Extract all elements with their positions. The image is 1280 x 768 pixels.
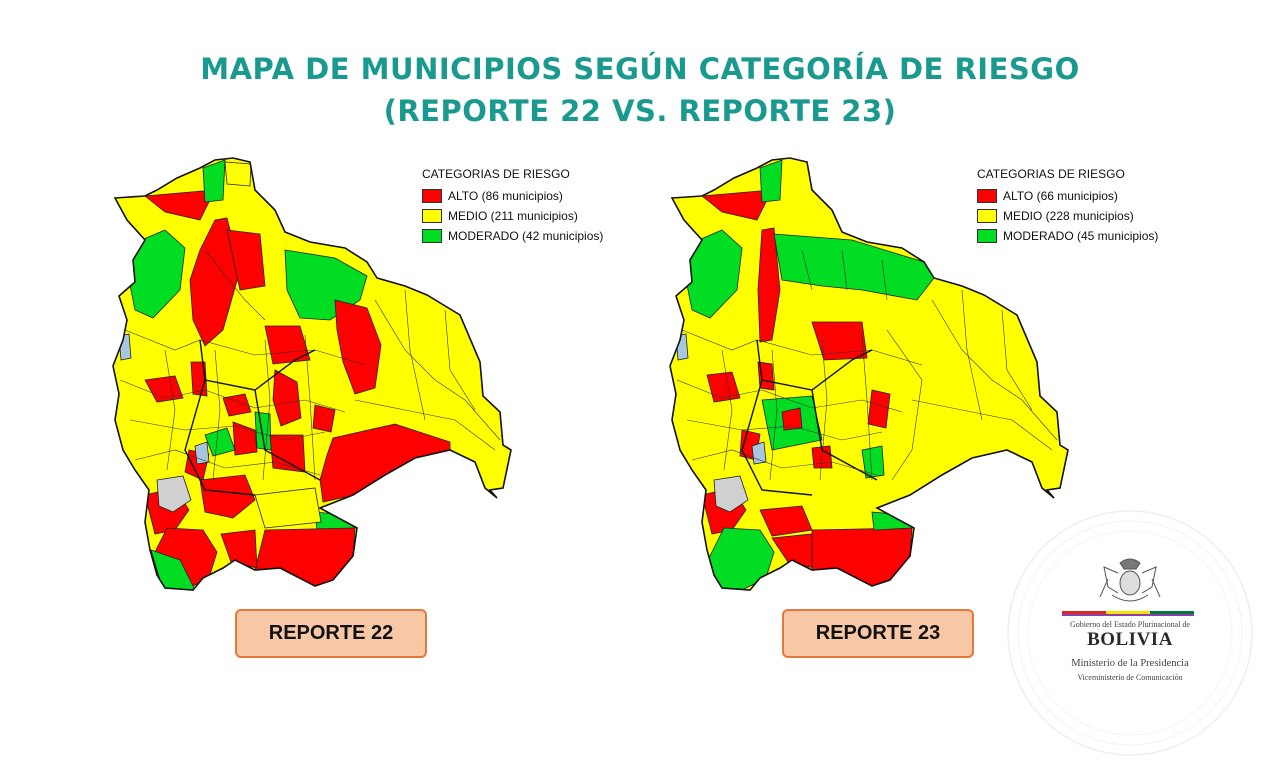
legend-swatch-moderado [977, 229, 997, 243]
branding-country: BOLIVIA [1087, 629, 1173, 650]
legend-heading: CATEGORIAS DE RIESGO [422, 167, 570, 181]
branding-line-1: Gobierno del Estado Plurinacional de [1070, 620, 1190, 629]
page-title-line-1: MAPA DE MUNICIPIOS SEGÚN CATEGORÍA DE RI… [200, 52, 1080, 86]
legend-item-moderado: MODERADO (42 municipios) [422, 226, 603, 246]
legend-swatch-medio [422, 209, 442, 223]
government-seal [1007, 510, 1253, 756]
legend-label-moderado: MODERADO (45 municipios) [1003, 229, 1159, 243]
legend-item-moderado: MODERADO (45 municipios) [977, 226, 1158, 246]
legend-item-medio: MEDIO (211 municipios) [422, 206, 603, 226]
branding-ministry: Ministerio de la Presidencia [1071, 658, 1189, 669]
legend-reporte-22: CATEGORIAS DE RIESGO ALTO (86 municipios… [422, 167, 603, 246]
risk-map-reporte-23 [669, 157, 1069, 591]
legend-item-alto: ALTO (66 municipios) [977, 186, 1158, 206]
legend-swatch-moderado [422, 229, 442, 243]
risk-map-reporte-22 [112, 157, 512, 591]
legend-label-medio: MEDIO (211 municipios) [448, 209, 578, 223]
flag-stripe [1062, 611, 1194, 616]
legend-swatch-alto [977, 189, 997, 203]
legend-reporte-23: CATEGORIAS DE RIESGO ALTO (66 municipios… [977, 167, 1158, 246]
legend-item-alto: ALTO (86 municipios) [422, 186, 603, 206]
legend-label-medio: MEDIO (228 municipios) [1003, 209, 1134, 223]
legend-swatch-medio [977, 209, 997, 223]
legend-swatch-alto [422, 189, 442, 203]
legend-label-alto: ALTO (66 municipios) [1003, 189, 1118, 203]
coat-of-arms-icon [1099, 558, 1161, 602]
legend-label-moderado: MODERADO (42 municipios) [448, 229, 604, 243]
page-title-line-2: (REPORTE 22 VS. REPORTE 23) [383, 94, 897, 128]
branding-viceministry: Viceministerio de Comunicación [1077, 673, 1183, 682]
legend-item-medio: MEDIO (228 municipios) [977, 206, 1158, 226]
report-badge-23: REPORTE 23 [782, 609, 974, 658]
report-badge-22: REPORTE 22 [235, 609, 427, 658]
legend-heading: CATEGORIAS DE RIESGO [977, 167, 1125, 181]
legend-label-alto: ALTO (86 municipios) [448, 189, 563, 203]
